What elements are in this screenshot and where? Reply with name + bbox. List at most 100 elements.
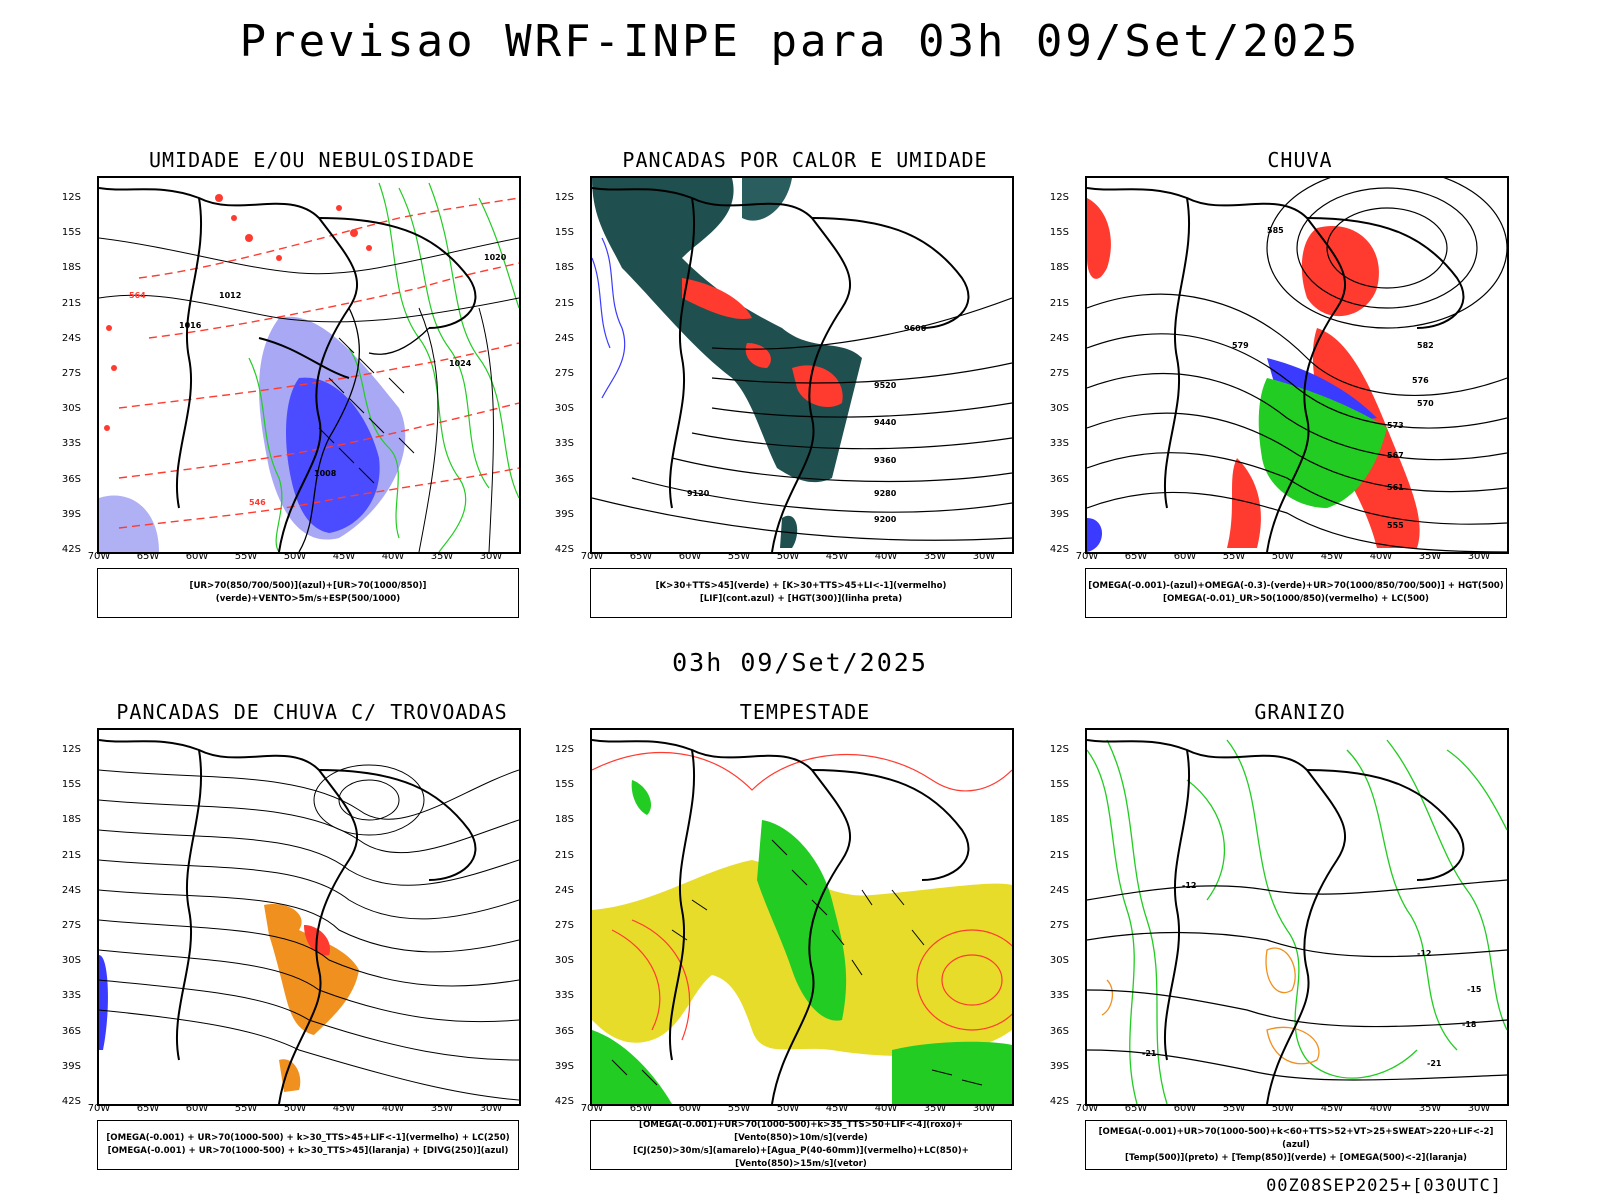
panel-title: GRANIZO	[1254, 700, 1346, 724]
longitude-tick: 30W	[972, 1103, 996, 1114]
latitude-axis: 12S 15S 18S 21S 24S 27S 30S 33S 36S 39S 42S	[548, 728, 574, 1107]
latitude-tick: 33S	[554, 990, 574, 1002]
latitude-tick: 24S	[61, 332, 81, 344]
panel-title: PANCADAS POR CALOR E UMIDADE	[622, 148, 988, 172]
country-borders	[99, 739, 477, 1104]
precipitable-water-contours-red	[592, 752, 1012, 1041]
latitude-tick: 42S	[61, 544, 81, 555]
latitude-tick: 27S	[1049, 920, 1069, 931]
pressure-contours-black	[99, 237, 519, 552]
latitude-tick: 30S	[1049, 403, 1069, 415]
latitude-tick: 21S	[1049, 849, 1069, 861]
panel-title: CHUVA	[1267, 148, 1333, 172]
latitude-tick: 12S	[554, 192, 574, 203]
contour-label: -12	[1182, 881, 1196, 890]
map-chuva: 585 579 573 567 561 555 582 576 570	[1085, 176, 1509, 554]
latitude-tick: 33S	[554, 438, 574, 450]
humidity-fill-blue	[99, 316, 406, 552]
latitude-tick: 39S	[554, 1060, 574, 1072]
latitude-tick: 39S	[1049, 1060, 1069, 1072]
longitude-tick: 45W	[1320, 1103, 1344, 1114]
map-pancadas-calor: 9600 9520 9440 9360 9280 9200 9120	[590, 176, 1014, 554]
latitude-tick: 15S	[1049, 227, 1069, 239]
legend-line: [OMEGA(-0.001)-(azul)+OMEGA(-0.3)-(verde…	[1088, 581, 1504, 591]
latitude-tick: 27S	[61, 368, 81, 379]
latitude-tick: 15S	[554, 779, 574, 791]
latitude-tick: 18S	[1049, 262, 1069, 274]
legend-line: [Temp(500)](preto) + [Temp(850)](verde) …	[1125, 1152, 1467, 1163]
latitude-tick: 15S	[554, 227, 574, 239]
latitude-tick: 18S	[554, 262, 574, 274]
latitude-tick: 33S	[1049, 438, 1069, 450]
coastline	[298, 307, 430, 552]
latitude-tick: 21S	[554, 849, 574, 861]
map-canvas: 1012 1016 1020 1024 1008 564 546	[99, 182, 519, 552]
longitude-tick: 30W	[972, 551, 996, 562]
main-title: Previsao WRF-INPE para 03h 09/Set/2025	[239, 16, 1361, 67]
thickness-contours-red	[118, 197, 519, 529]
longitude-tick: 35W	[923, 1103, 947, 1114]
country-borders	[1087, 187, 1465, 552]
legend-line: [CJ(250)>30m/s](amarelo)+[Agua_P(40-60mm…	[633, 1146, 969, 1169]
country-borders	[592, 187, 970, 552]
map-canvas: -12 -12 -15 -18 -21 -21	[1087, 739, 1507, 1104]
latitude-tick: 27S	[554, 920, 574, 931]
latitude-tick: 24S	[554, 332, 574, 344]
longitude-tick: 55W	[1222, 1103, 1246, 1114]
longitude-tick: 60W	[1173, 1103, 1197, 1114]
rain-fill-blue	[1087, 358, 1377, 552]
latitude-axis: 12S 15S 18S 21S 24S 27S 30S 33S 36S 39S 42S	[1043, 728, 1069, 1107]
divergence-fill-blue	[99, 955, 108, 1050]
legend-line: [OMEGA(-0.001) + UR>70(1000-500) + k>30_…	[107, 1146, 509, 1156]
longitude-tick: 65W	[629, 551, 653, 562]
legend-line: [K>30+TTS>45](verde) + [K>30+TTS>45+LI<-…	[655, 581, 947, 591]
latitude-tick: 12S	[554, 744, 574, 755]
contour-label: 1024	[449, 359, 472, 368]
latitude-tick: 24S	[1049, 332, 1069, 344]
legend-line: [OMEGA(-0.001)+UR>70(1000-500)+k<60+TTS>…	[1098, 1126, 1494, 1150]
longitude-tick: 30W	[479, 1103, 503, 1114]
latitude-tick: 12S	[1049, 192, 1069, 203]
wind-fill-green	[592, 780, 1012, 1104]
latitude-tick: 42S	[554, 1096, 574, 1107]
latitude-axis: 12S 15S 18S 21S 24S 27S 30S 33S 36S 39S 42S	[1043, 176, 1069, 555]
longitude-axis: 70W 65W 60W 55W 50W 45W 40W 35W 30W	[1076, 551, 1509, 565]
map-canvas: 9600 9520 9440 9360 9280 9200 9120	[592, 178, 1012, 552]
longitude-tick: 50W	[283, 551, 307, 562]
humidity-contours-green	[248, 182, 519, 552]
panel-legend: [UR>70(850/700/500)](azul)+[UR>70(1000/8…	[97, 568, 519, 618]
contour-label: 9280	[874, 489, 897, 498]
legend-line: [LIF](cont.azul) + [HGT(300)](linha pret…	[699, 594, 903, 604]
panel-umidade: UMIDADE E/OU NEBULOSIDADE 12S 15S 18S 21S 24…	[62, 148, 582, 628]
panel-tempestade: TEMPESTADE 12S 15S 18S 21S 24S 27S 30S 33S 36S 39…	[555, 700, 1075, 1180]
latitude-tick: 27S	[554, 368, 574, 379]
longitude-tick: 60W	[1173, 551, 1197, 562]
contour-label: 555	[1387, 521, 1404, 530]
latitude-tick: 36S	[554, 473, 574, 485]
contour-label: 570	[1417, 399, 1434, 408]
instability-fill-red	[682, 278, 843, 408]
map-trovoadas	[97, 728, 521, 1106]
contour-label: 9440	[874, 418, 897, 427]
longitude-tick: 55W	[234, 551, 258, 562]
longitude-tick: 35W	[1418, 551, 1442, 562]
geopotential-contours-black	[1087, 178, 1507, 552]
latitude-tick: 33S	[61, 990, 81, 1002]
latitude-tick: 21S	[61, 297, 81, 309]
longitude-tick: 30W	[479, 551, 503, 562]
latitude-tick: 30S	[61, 955, 81, 967]
longitude-tick: 45W	[332, 551, 356, 562]
longitude-tick: 70W	[580, 1103, 604, 1114]
latitude-tick: 39S	[61, 508, 81, 520]
contour-label: 1012	[219, 291, 241, 300]
latitude-tick: 36S	[554, 1025, 574, 1037]
map-granizo: -12 -12 -15 -18 -21 -21	[1085, 728, 1509, 1106]
latitude-tick: 15S	[61, 227, 81, 239]
country-borders	[592, 739, 970, 1104]
panel-legend: [OMEGA(-0.001)-(azul)+OMEGA(-0.3)-(verde…	[1085, 568, 1507, 618]
contour-label: 9360	[874, 456, 897, 465]
country-borders	[1087, 739, 1465, 1104]
latitude-tick: 12S	[61, 192, 81, 203]
lif-contours-blue	[592, 237, 626, 399]
latitude-tick: 30S	[554, 403, 574, 415]
